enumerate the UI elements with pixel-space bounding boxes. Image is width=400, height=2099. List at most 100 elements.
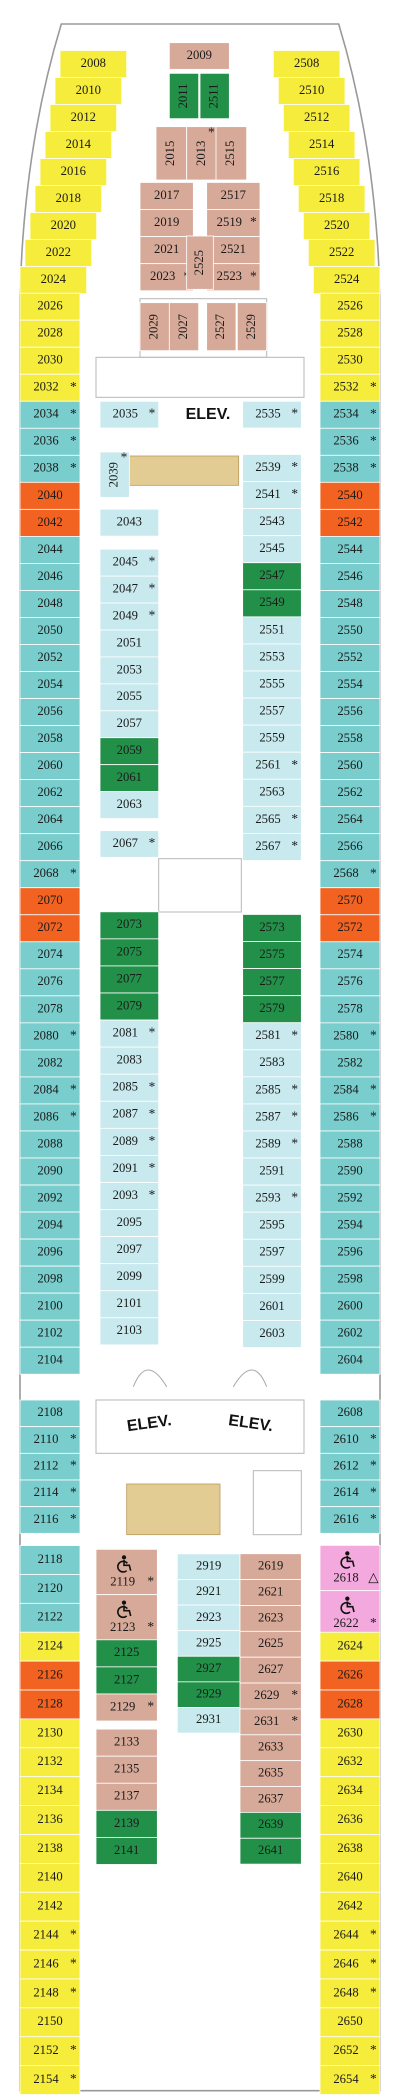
- cabin-number: 2551: [259, 622, 284, 636]
- cabin-cell: [319, 1265, 381, 1294]
- cabin-cell: [99, 1263, 160, 1292]
- cabin-cell: [206, 302, 237, 352]
- cabin: 2144 *: [19, 1920, 81, 1951]
- cabin-number: 2096: [37, 1245, 62, 1259]
- cabin-number: 2632: [337, 1754, 362, 1768]
- cabin: 2024: [19, 266, 88, 294]
- cabin: 2627: [239, 1656, 302, 1684]
- cabin-number: 2541: [255, 487, 280, 501]
- cabin-number: 2017: [154, 188, 179, 202]
- cabin: 2628: [319, 1689, 381, 1720]
- cabin: 2925: [176, 1630, 241, 1657]
- cabin: 2566: [319, 833, 381, 862]
- cabin: 2597: [242, 1238, 302, 1267]
- cabin-number: 2139: [114, 1816, 139, 1830]
- cabin-number: 2091: [113, 1161, 138, 1175]
- cabin-number: 2152: [33, 2043, 58, 2057]
- cabin-cell: [319, 1747, 381, 1778]
- cabin-number: 2023: [150, 269, 175, 283]
- cabin-number: 2559: [259, 731, 284, 745]
- cabin: 2052: [19, 644, 81, 672]
- cabin-cell: [39, 158, 108, 186]
- cabin-number: 2608: [337, 1405, 362, 1419]
- cabin: 2580 *: [319, 1022, 381, 1051]
- cabin-number: 2108: [37, 1405, 62, 1419]
- cabin: 2067 *: [99, 830, 160, 858]
- cabin: 2621: [239, 1579, 302, 1606]
- cabin-symbol: *: [70, 1109, 77, 1124]
- icon-part: [340, 1601, 355, 1615]
- cabin-symbol: *: [147, 1574, 154, 1589]
- cabin: 2539 *: [242, 454, 302, 482]
- cabin: 2574: [319, 941, 381, 970]
- cabin: 2118: [19, 1545, 81, 1575]
- cabin-cell: [287, 131, 356, 159]
- cabin-cell: [19, 319, 81, 348]
- cabin-symbol: *: [291, 811, 298, 826]
- cabin-symbol: *: [70, 2071, 77, 2086]
- cabin-cell: [239, 1708, 302, 1736]
- cabin-cell: [19, 617, 81, 645]
- cabin-cell: [242, 589, 302, 618]
- cabin-cell: [139, 182, 194, 210]
- cabin-number: 2578: [337, 1001, 362, 1015]
- cabin: 2032 *: [19, 373, 81, 402]
- cabin-cell: [99, 1046, 160, 1075]
- cabin: 2009: [168, 42, 230, 70]
- cabin-cell: [19, 914, 81, 943]
- cabin-number: 2136: [37, 1812, 62, 1826]
- cabin-cell: [319, 698, 381, 726]
- cabin-cell: [99, 575, 160, 604]
- cabin-cell: [319, 563, 381, 591]
- cabin-cell: [19, 752, 81, 781]
- cabin-cell: [19, 1545, 81, 1575]
- cabin: 2055: [99, 683, 160, 712]
- cabin-number: 2090: [37, 1163, 62, 1177]
- cabin-cell: [319, 1452, 381, 1481]
- cabin-cell: [319, 752, 381, 781]
- cabin: 2043: [99, 508, 160, 537]
- cabin-cell: [49, 104, 118, 132]
- cabin: 2044: [19, 535, 81, 564]
- cabin: 2122: [19, 1602, 81, 1633]
- cabin-cell: [19, 1452, 81, 1481]
- cabin-cell: [242, 400, 302, 429]
- cabin: 2108: [19, 1399, 81, 1428]
- cabin-number: 2593: [255, 1191, 280, 1205]
- cabin: 2624: [319, 1631, 381, 1662]
- cabin-number: 2539: [255, 460, 280, 474]
- cabin-cell: [242, 1320, 302, 1348]
- cabin-cell: [19, 860, 81, 889]
- cabin-number: 2573: [259, 920, 284, 934]
- cabin-cell: [242, 670, 302, 699]
- cabin-number: 2021: [154, 242, 179, 256]
- cabin-number: 2619: [258, 1559, 283, 1573]
- cabin-cell: [319, 1660, 381, 1691]
- cabin-cell: [34, 185, 103, 213]
- cabin-number: 2636: [337, 1812, 362, 1826]
- cabin: 2137: [95, 1782, 158, 1811]
- cabin-number: 2584: [333, 1082, 359, 1096]
- cabin: 2090: [19, 1157, 81, 1186]
- cabin-cell: [319, 1022, 381, 1051]
- cabin: 2082: [19, 1049, 81, 1078]
- cabin: 2633: [239, 1734, 302, 1762]
- cabin: 2015: [155, 126, 188, 181]
- cabin-number: 2554: [337, 677, 363, 691]
- cabin-number: 2570: [337, 893, 362, 907]
- cabin-number: 2011: [176, 84, 190, 109]
- cabin: 2563: [242, 778, 302, 807]
- cabin-cell: [95, 1837, 158, 1865]
- cabin-cell: [239, 1812, 302, 1839]
- cabin-cell: [239, 1837, 302, 1865]
- cabin: 2100: [19, 1292, 81, 1321]
- cabin: 2084 *: [19, 1076, 81, 1105]
- cabin-cell: [99, 965, 160, 994]
- cabin-number: 2018: [56, 191, 81, 205]
- cabin-symbol: *: [70, 460, 77, 475]
- cabin-number: 2931: [196, 1712, 221, 1726]
- cabin: 2048: [19, 590, 81, 618]
- cabin-number: 2579: [259, 1001, 284, 1015]
- cabin-symbol: *: [70, 379, 77, 394]
- cabin-number: 2631: [254, 1714, 279, 1728]
